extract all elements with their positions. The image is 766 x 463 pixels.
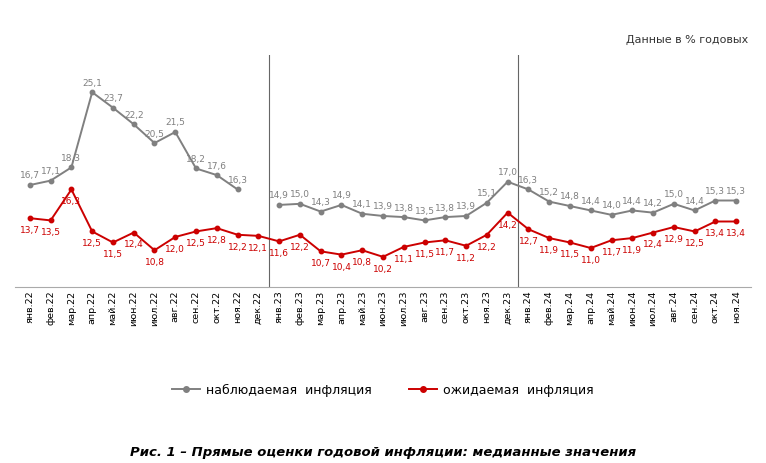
Legend: наблюдаемая  инфляция, ожидаемая  инфляция: наблюдаемая инфляция, ожидаемая инфляция	[167, 378, 599, 401]
Text: Данные в % годовых: Данные в % годовых	[626, 34, 748, 44]
Text: 18,2: 18,2	[186, 155, 206, 163]
Text: 12,5: 12,5	[186, 239, 206, 248]
Text: 14,2: 14,2	[498, 220, 518, 229]
Text: 10,8: 10,8	[352, 257, 372, 267]
Text: 16,3: 16,3	[61, 197, 81, 206]
Text: Рис. 1 – Прямые оценки годовой инфляции: медианные значения: Рис. 1 – Прямые оценки годовой инфляции:…	[130, 445, 636, 458]
Text: 12,4: 12,4	[124, 240, 143, 249]
Text: 14,8: 14,8	[560, 192, 580, 201]
Text: 11,9: 11,9	[622, 245, 642, 255]
Text: 12,0: 12,0	[165, 244, 185, 253]
Text: 15,3: 15,3	[726, 187, 746, 195]
Text: 14,4: 14,4	[581, 196, 601, 206]
Text: 14,1: 14,1	[352, 200, 372, 209]
Text: 16,7: 16,7	[20, 171, 40, 180]
Text: 15,1: 15,1	[477, 189, 497, 198]
Text: 13,9: 13,9	[456, 202, 476, 211]
Text: 14,0: 14,0	[601, 201, 621, 210]
Text: 12,1: 12,1	[248, 243, 268, 252]
Text: 12,5: 12,5	[685, 239, 705, 248]
Text: 22,2: 22,2	[124, 111, 143, 119]
Text: 13,4: 13,4	[726, 229, 746, 238]
Text: 11,0: 11,0	[581, 256, 601, 264]
Text: 12,2: 12,2	[290, 242, 309, 251]
Text: 20,5: 20,5	[145, 129, 165, 138]
Text: 12,2: 12,2	[477, 242, 496, 251]
Text: 12,7: 12,7	[519, 237, 538, 246]
Text: 14,2: 14,2	[643, 199, 663, 208]
Text: 17,6: 17,6	[207, 161, 227, 170]
Text: 23,7: 23,7	[103, 94, 123, 103]
Text: 14,9: 14,9	[269, 191, 289, 200]
Text: 13,7: 13,7	[20, 225, 40, 235]
Text: 14,4: 14,4	[623, 196, 642, 206]
Text: 18,3: 18,3	[61, 153, 81, 163]
Text: 10,2: 10,2	[373, 264, 393, 273]
Text: 12,5: 12,5	[82, 239, 102, 248]
Text: 10,4: 10,4	[332, 262, 352, 271]
Text: 11,5: 11,5	[103, 250, 123, 259]
Text: 16,3: 16,3	[519, 175, 538, 185]
Text: 13,4: 13,4	[705, 229, 725, 238]
Text: 10,7: 10,7	[311, 259, 331, 268]
Text: 25,1: 25,1	[82, 79, 102, 88]
Text: 12,4: 12,4	[643, 240, 663, 249]
Text: 11,1: 11,1	[394, 254, 414, 263]
Text: 15,0: 15,0	[290, 190, 310, 199]
Text: 12,2: 12,2	[228, 242, 247, 251]
Text: 17,1: 17,1	[41, 167, 61, 175]
Text: 16,3: 16,3	[228, 175, 247, 185]
Text: 14,3: 14,3	[311, 198, 331, 206]
Text: 15,0: 15,0	[664, 190, 684, 199]
Text: 13,5: 13,5	[41, 228, 61, 237]
Text: 14,9: 14,9	[332, 191, 352, 200]
Text: 17,0: 17,0	[498, 168, 518, 177]
Text: 21,5: 21,5	[165, 118, 185, 127]
Text: 11,6: 11,6	[269, 249, 289, 258]
Text: 13,8: 13,8	[435, 203, 455, 212]
Text: 11,7: 11,7	[601, 248, 621, 257]
Text: 11,5: 11,5	[560, 250, 580, 259]
Text: 12,8: 12,8	[207, 236, 227, 244]
Text: 11,7: 11,7	[435, 248, 455, 257]
Text: 15,2: 15,2	[539, 188, 559, 197]
Text: 10,8: 10,8	[145, 257, 165, 267]
Text: 11,2: 11,2	[457, 253, 476, 262]
Text: 11,9: 11,9	[539, 245, 559, 255]
Text: 13,8: 13,8	[394, 203, 414, 212]
Text: 14,4: 14,4	[685, 196, 705, 206]
Text: 15,3: 15,3	[705, 187, 725, 195]
Text: 13,9: 13,9	[373, 202, 393, 211]
Text: 13,5: 13,5	[414, 206, 434, 215]
Text: 11,5: 11,5	[414, 250, 434, 259]
Text: 12,9: 12,9	[664, 234, 684, 244]
